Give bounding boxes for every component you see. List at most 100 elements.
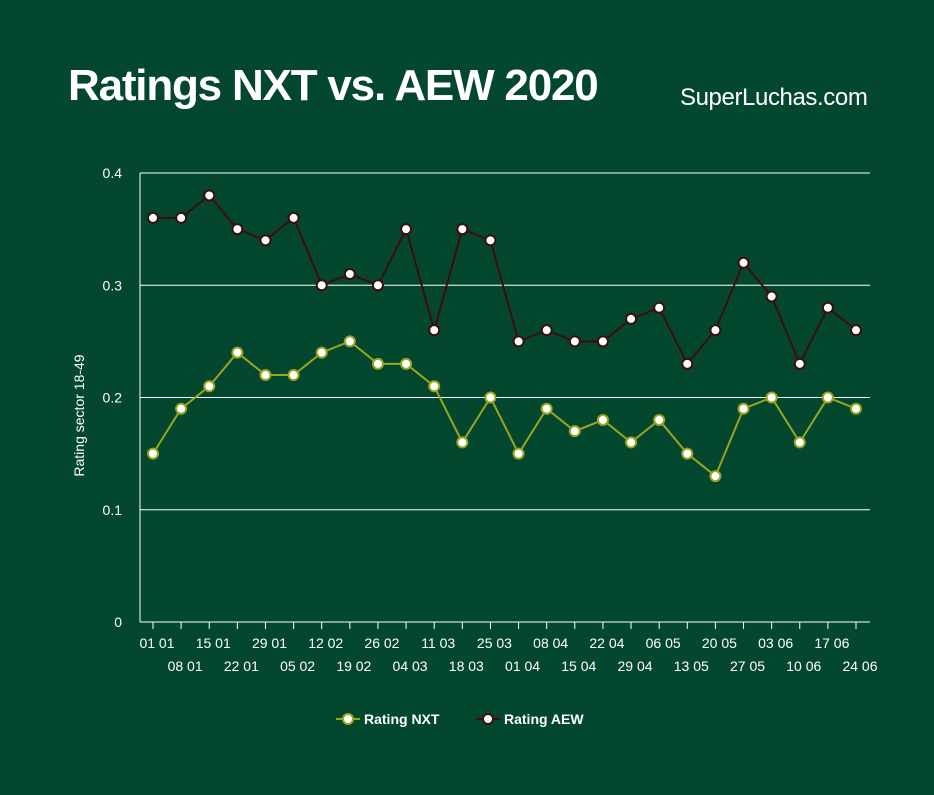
- data-point-aew: [737, 256, 750, 269]
- series-line-aew: [153, 194, 857, 367]
- data-point-aew: [287, 211, 300, 224]
- data-point-nxt: [400, 357, 413, 370]
- data-point-aew: [596, 335, 609, 348]
- data-point-nxt: [287, 369, 300, 382]
- data-point-nxt: [231, 346, 244, 359]
- y-axis-label: Rating sector 18-49: [71, 354, 87, 476]
- data-point-nxt: [484, 391, 497, 404]
- data-point-nxt: [568, 425, 581, 438]
- x-tick-label: 20 05: [702, 635, 737, 651]
- x-tick-label: 08 04: [533, 635, 568, 651]
- legend-item-aew: Rating AEW: [476, 711, 584, 727]
- x-tick-label: 01 04: [505, 658, 540, 674]
- x-tick-label: 26 02: [364, 635, 399, 651]
- legend-marker-nxt: [342, 713, 354, 725]
- series-aew: [147, 189, 862, 370]
- data-point-nxt: [653, 413, 666, 426]
- x-tick-label: 15 04: [561, 658, 596, 674]
- y-tick-labels: 0 0.1 0.2 0.3 0.4: [103, 165, 123, 630]
- data-point-aew: [681, 357, 694, 370]
- data-point-nxt: [315, 346, 328, 359]
- chart-title: Ratings NXT vs. AEW 2020: [68, 61, 599, 110]
- x-tick-label: 06 05: [646, 635, 681, 651]
- data-point-aew: [203, 189, 216, 202]
- data-point-nxt: [203, 380, 216, 393]
- y-tick-label: 0.2: [103, 390, 123, 406]
- data-point-aew: [371, 279, 384, 292]
- x-tick-label: 04 03: [393, 658, 428, 674]
- data-point-aew: [484, 234, 497, 247]
- y-tick-label: 0.1: [103, 502, 123, 518]
- x-tick-label: 17 06: [814, 635, 849, 651]
- x-tick-label: 22 01: [224, 658, 259, 674]
- data-point-aew: [625, 312, 638, 325]
- x-tick-label: 10 06: [786, 658, 821, 674]
- data-point-aew: [709, 324, 722, 337]
- data-point-aew: [793, 357, 806, 370]
- x-tick-label: 24 06: [842, 658, 877, 674]
- x-tick-label: 12 02: [308, 635, 343, 651]
- legend-label-nxt: Rating NXT: [364, 711, 440, 727]
- axes: [139, 173, 870, 629]
- data-point-nxt: [175, 402, 188, 415]
- y-tick-label: 0: [114, 614, 122, 630]
- x-tick-label: 25 03: [477, 635, 512, 651]
- y-tick-label: 0.4: [103, 165, 123, 181]
- data-point-aew: [568, 335, 581, 348]
- data-point-nxt: [456, 436, 469, 449]
- x-tick-label: 29 04: [618, 658, 653, 674]
- data-point-aew: [428, 324, 441, 337]
- legend-marker-aew: [482, 713, 494, 725]
- data-point-aew: [343, 268, 356, 281]
- data-point-nxt: [147, 447, 159, 460]
- legend-label-aew: Rating AEW: [504, 711, 584, 727]
- x-tick-label: 18 03: [449, 658, 484, 674]
- legend: Rating NXT Rating AEW: [336, 711, 584, 727]
- data-point-aew: [540, 324, 553, 337]
- data-point-nxt: [681, 447, 694, 460]
- x-tick-label: 19 02: [336, 658, 371, 674]
- series-group: [147, 189, 862, 483]
- data-point-nxt: [512, 447, 525, 460]
- data-point-nxt: [709, 470, 722, 483]
- series-nxt: [147, 335, 862, 483]
- series-line-nxt: [152, 340, 857, 478]
- data-point-aew: [259, 234, 272, 247]
- data-point-aew: [765, 290, 778, 303]
- data-point-nxt: [540, 402, 553, 415]
- data-point-aew: [850, 324, 862, 337]
- legend-item-nxt: Rating NXT: [336, 711, 440, 727]
- data-point-nxt: [821, 391, 834, 404]
- data-point-nxt: [428, 380, 441, 393]
- data-point-nxt: [793, 436, 806, 449]
- data-point-nxt: [737, 402, 750, 415]
- y-tick-label: 0.3: [103, 277, 123, 293]
- data-point-aew: [653, 301, 666, 314]
- data-point-nxt: [850, 402, 862, 415]
- data-point-aew: [456, 223, 469, 236]
- x-tick-label: 05 02: [280, 658, 315, 674]
- data-point-aew: [821, 301, 834, 314]
- data-point-aew: [231, 223, 244, 236]
- x-tick-label: 11 03: [421, 635, 455, 651]
- data-point-aew: [315, 279, 328, 292]
- brand-text: SuperLuchas.com: [680, 84, 868, 111]
- data-point-aew: [147, 211, 159, 224]
- data-point-nxt: [765, 391, 778, 404]
- x-tick-label: 22 04: [589, 635, 624, 651]
- grid-lines: [140, 172, 870, 511]
- data-point-aew: [175, 211, 188, 224]
- data-point-nxt: [343, 335, 356, 348]
- x-tick-label: 13 05: [674, 658, 709, 674]
- data-point-aew: [512, 335, 525, 348]
- data-point-nxt: [371, 357, 384, 370]
- data-point-nxt: [596, 413, 609, 426]
- data-point-nxt: [625, 436, 638, 449]
- x-tick-label: 29 01: [252, 635, 287, 651]
- data-point-aew: [400, 223, 413, 236]
- x-tick-labels: 01 01 08 01 15 01 22 01 29 01 05 02 12 02 19 02…: [139, 635, 877, 674]
- x-tick-label: 01 01: [139, 635, 174, 651]
- x-tick-label: 15 01: [196, 635, 231, 651]
- x-tick-label: 27 05: [730, 658, 765, 674]
